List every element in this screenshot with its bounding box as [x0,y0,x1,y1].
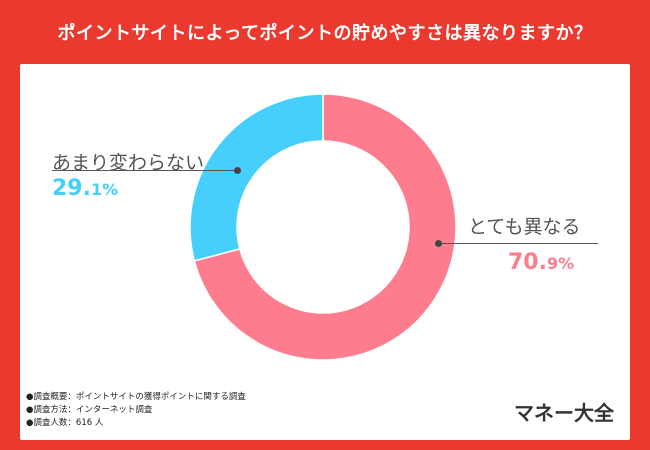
leader-line-left [52,170,238,171]
note-overview: ●調査概要：ポイントサイトの獲得ポイントに関する調査 [26,392,246,402]
note-method: ●調査方法：インターネット調査 [26,405,153,415]
donut-chart [189,93,457,361]
pct-little-change: 29.1% [52,176,119,201]
label-little-change: あまり変わらない [52,152,205,174]
label-very-different: とても異なる [468,216,581,238]
chart-panel: あまり変わらない 29.1% とても異なる 70.9% ●調査概要：ポイントサイ… [20,64,630,440]
donut-slice-very-different [193,93,457,361]
donut-slice-little-change [189,93,324,262]
leader-dot-left [234,167,241,174]
note-count: ●調査人数：616 人 [26,418,104,428]
survey-notes: ●調査概要：ポイントサイトの獲得ポイントに関する調査 ●調査方法：インターネット… [26,391,246,430]
chart-title: ポイントサイトによってポイントの貯めやすさは異なりますか？ [57,23,593,44]
brand-logo: マネー大全 [514,401,614,425]
pct-very-different: 70.9% [508,250,575,275]
leader-line-right [440,243,598,244]
leader-dot-right [435,240,442,247]
